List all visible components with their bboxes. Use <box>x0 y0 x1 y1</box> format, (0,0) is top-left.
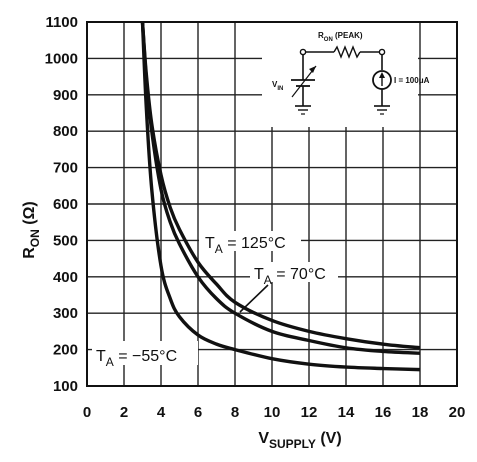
x-tick-label: 0 <box>83 404 91 421</box>
curve-70c <box>140 21 421 355</box>
x-tick-label: 18 <box>412 404 429 421</box>
y-tick-label: 200 <box>53 342 78 359</box>
y-tick-label: 900 <box>53 87 78 104</box>
label-70c-leader <box>239 284 269 313</box>
y-tick-label: 500 <box>53 232 78 249</box>
x-tick-label: 8 <box>231 404 239 421</box>
y-tick-label: 1100 <box>45 14 78 31</box>
label-70c: TA = 70°C <box>239 262 338 313</box>
tick-labels: 0 2 4 6 8 10 12 14 16 18 20 100 200 300 400 500 600 700 80… <box>45 14 466 421</box>
y-tick-label: 600 <box>53 196 78 213</box>
svg-text:I = 100μA: I = 100μA <box>394 76 430 85</box>
x-tick-label: 12 <box>301 404 318 421</box>
y-tick-label: 1000 <box>45 50 78 67</box>
x-tick-label: 2 <box>120 404 128 421</box>
y-tick-label: 700 <box>53 160 78 177</box>
curves <box>140 21 421 372</box>
y-axis-title: RON (Ω) <box>21 201 42 259</box>
y-tick-label: 400 <box>53 269 78 286</box>
x-tick-label: 20 <box>449 404 466 421</box>
svg-text:TA = −55°C: TA = −55°C <box>96 348 177 369</box>
x-tick-label: 6 <box>194 404 202 421</box>
x-axis-title: VSUPPLY (V) <box>258 430 341 451</box>
resistor-symbol <box>333 45 361 59</box>
plot-frame <box>86 21 458 387</box>
x-tick-label: 4 <box>157 404 166 421</box>
svg-text:TA = 70°C: TA = 70°C <box>254 266 326 287</box>
label-125c: TA = 125°C <box>199 231 301 256</box>
inset-schematic: RON (PEAK) VIN I = 100μA <box>262 22 430 127</box>
curve-minus55c <box>140 21 421 372</box>
y-tick-label: 800 <box>53 123 78 140</box>
x-tick-label: 14 <box>338 404 355 421</box>
label-minus55c: TA = −55°C <box>92 341 198 369</box>
svg-text:VIN: VIN <box>272 80 283 92</box>
x-tick-label: 16 <box>375 404 392 421</box>
x-tick-label: 10 <box>264 404 281 421</box>
y-tick-label: 300 <box>53 305 78 322</box>
y-tick-label: 100 <box>53 378 78 395</box>
svg-text:TA = 125°C: TA = 125°C <box>205 235 286 256</box>
